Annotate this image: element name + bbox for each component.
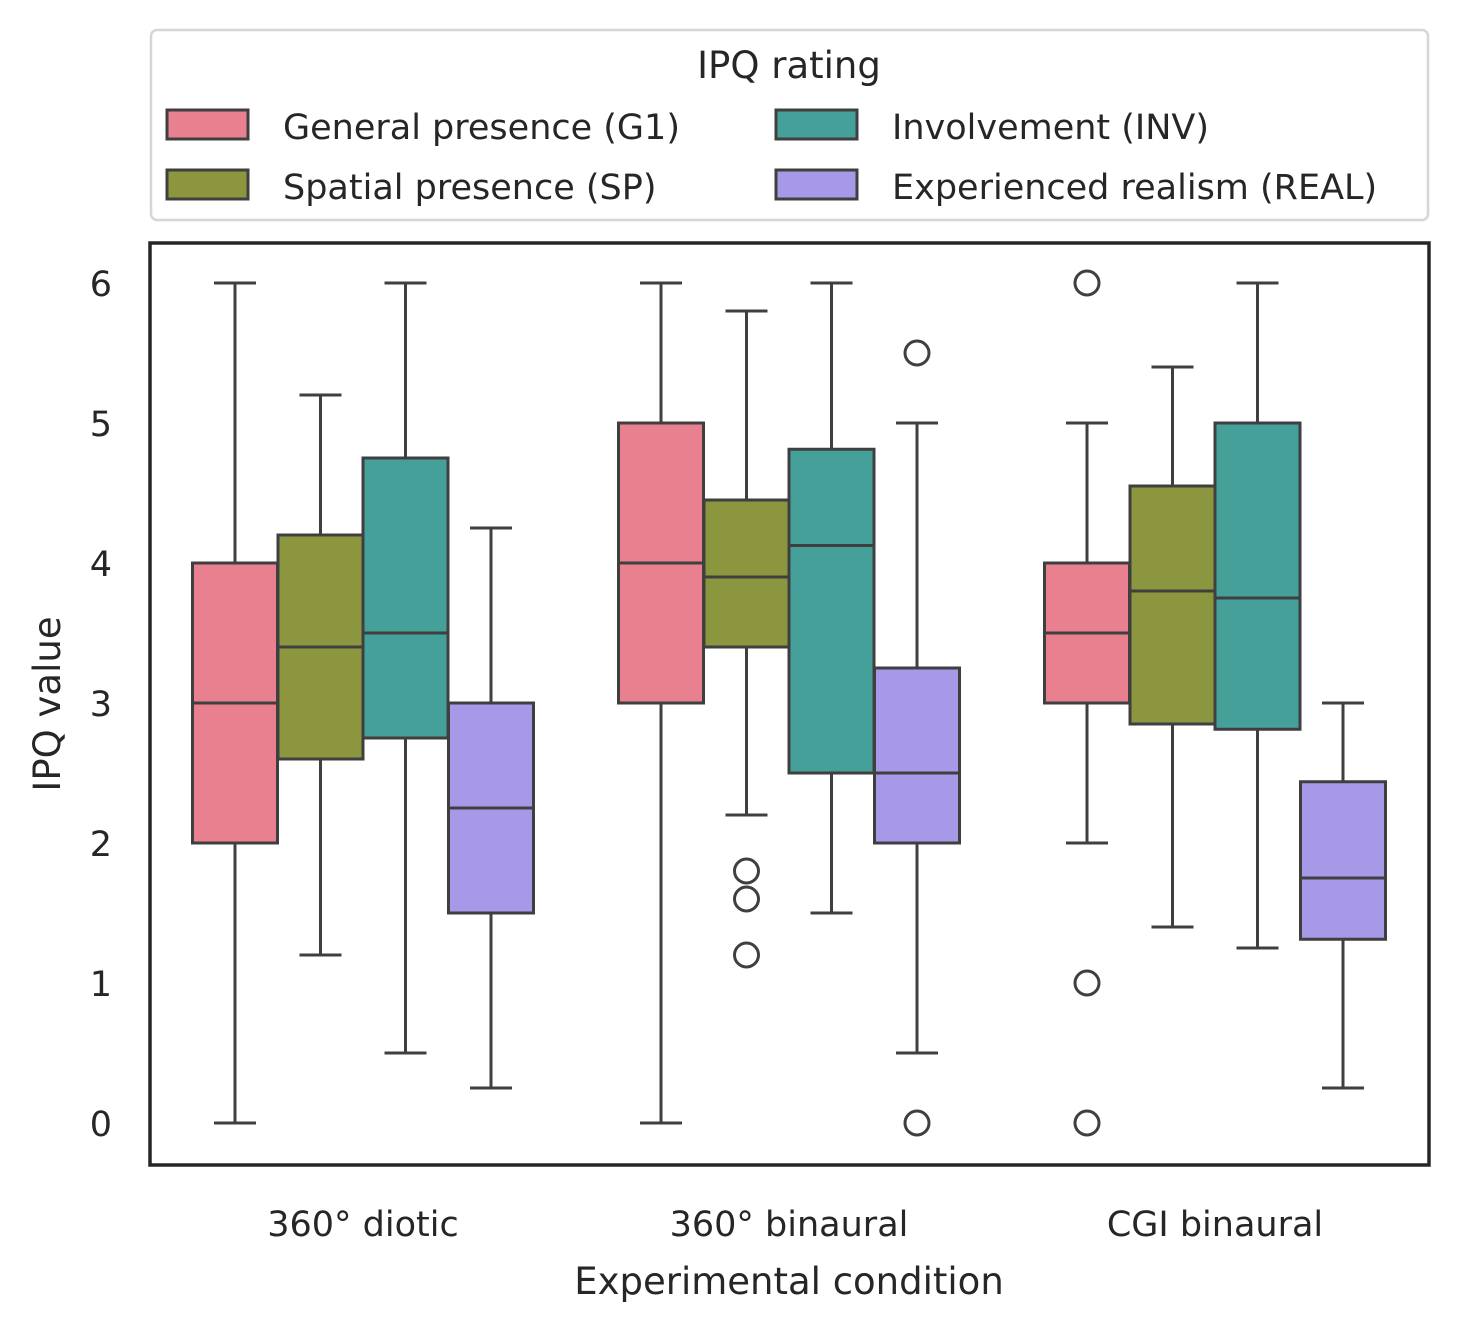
box-item: [361, 281, 450, 1055]
outlier-point: [1073, 1109, 1101, 1137]
y-tick-label: 3: [90, 685, 112, 725]
box-series: [447, 339, 1387, 1137]
y-axis: 0 1 2 3 4 5 6: [90, 265, 112, 1145]
legend-swatch: [165, 108, 250, 141]
legend-title: IPQ rating: [697, 44, 881, 87]
box-item: [191, 281, 279, 1125]
x-axis-label: Experimental condition: [574, 1260, 1004, 1303]
box-iqr: [1128, 484, 1217, 726]
legend-label: Experienced realism (REAL): [892, 168, 1377, 208]
y-tick-label: 2: [90, 825, 112, 865]
outlier-point: [733, 857, 760, 885]
legend-item: Involvement (INV): [774, 108, 1209, 148]
plot-frame: [148, 241, 1431, 1167]
legend-label: Involvement (INV): [892, 108, 1209, 148]
y-tick-label: 0: [90, 1105, 112, 1145]
box-iqr: [361, 456, 450, 740]
outlier-point: [733, 941, 760, 969]
box-iqr: [787, 447, 876, 775]
outlier-point: [1073, 269, 1101, 297]
box-iqr: [1213, 421, 1302, 731]
legend-swatch: [774, 108, 859, 141]
y-axis-label: IPQ value: [26, 616, 69, 791]
legend-swatch: [774, 168, 859, 201]
y-tick-label: 1: [90, 965, 112, 1005]
x-axis: 360° diotic 360° binaural CGI binaural: [267, 1205, 1323, 1245]
box-item: [276, 393, 365, 957]
box-item: [1043, 269, 1131, 1137]
x-tick-label: 360° binaural: [670, 1205, 909, 1245]
y-tick-label: 6: [90, 265, 112, 305]
x-tick-label: CGI binaural: [1107, 1205, 1323, 1245]
box-iqr: [702, 498, 791, 649]
box-series: [361, 281, 1302, 1055]
box-item: [617, 281, 705, 1125]
box-item: [873, 339, 961, 1137]
box-item: [1299, 701, 1387, 1090]
legend: IPQ rating General presence (G1) Spatial …: [149, 28, 1430, 222]
box-item: [447, 526, 535, 1090]
legend-item: Experienced realism (REAL): [774, 168, 1377, 208]
legend-label: Spatial presence (SP): [283, 168, 656, 208]
box-item: [787, 281, 876, 915]
x-tick-label: 360° diotic: [267, 1205, 458, 1245]
box-series-group: [191, 269, 1387, 1137]
outlier-point: [1073, 969, 1101, 997]
box-series: [191, 269, 1131, 1137]
box-iqr: [1299, 780, 1387, 941]
outlier-point: [903, 1109, 931, 1137]
box-item: [1213, 281, 1302, 950]
legend-swatch: [165, 168, 250, 201]
box-iqr: [873, 666, 961, 845]
legend-label: General presence (G1): [283, 108, 680, 148]
outlier-point: [733, 885, 760, 913]
box-item: [1128, 365, 1217, 929]
y-tick-label: 4: [90, 545, 112, 585]
outlier-point: [903, 339, 931, 367]
box-series: [276, 309, 1217, 969]
legend-item: General presence (G1): [165, 108, 680, 148]
legend-item: Spatial presence (SP): [165, 168, 656, 208]
y-tick-label: 5: [90, 405, 112, 445]
